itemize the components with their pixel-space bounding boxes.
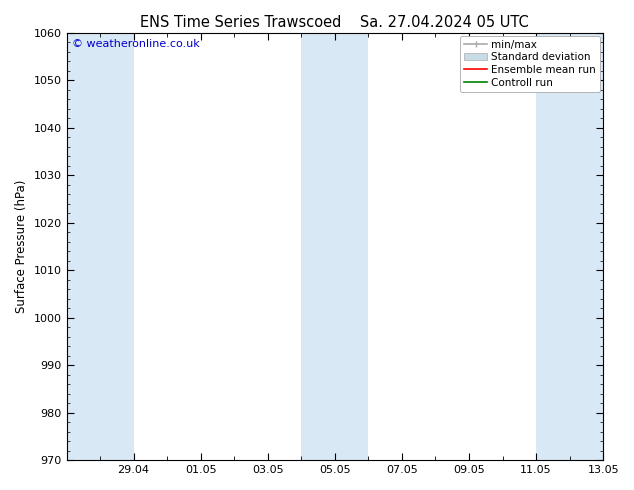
Legend: min/max, Standard deviation, Ensemble mean run, Controll run: min/max, Standard deviation, Ensemble me… xyxy=(460,36,600,92)
Bar xyxy=(100,32,134,460)
Bar xyxy=(335,32,368,460)
Y-axis label: Surface Pressure (hPa): Surface Pressure (hPa) xyxy=(15,180,28,313)
Bar xyxy=(301,32,335,460)
Bar xyxy=(67,32,100,460)
Text: © weatheronline.co.uk: © weatheronline.co.uk xyxy=(72,39,200,49)
Bar xyxy=(569,32,603,460)
Title: ENS Time Series Trawscoed    Sa. 27.04.2024 05 UTC: ENS Time Series Trawscoed Sa. 27.04.2024… xyxy=(141,15,529,30)
Bar xyxy=(536,32,569,460)
